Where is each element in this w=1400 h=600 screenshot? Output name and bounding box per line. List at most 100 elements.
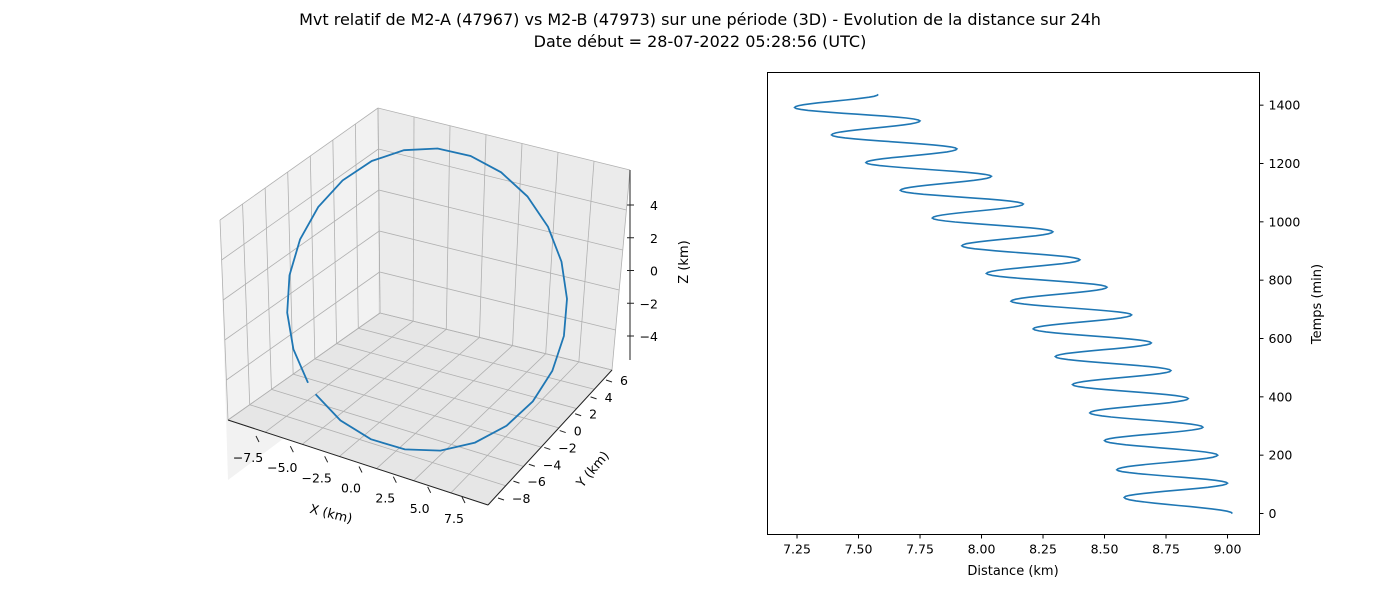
floor-grid-line bbox=[413, 353, 546, 482]
x-tick bbox=[289, 445, 294, 453]
z-axis-label: Z (km) bbox=[677, 240, 692, 283]
floor-grid-line bbox=[358, 327, 595, 390]
y-tick-label: 600 bbox=[1269, 331, 1293, 346]
floor-grid-line bbox=[336, 343, 577, 409]
floor-grid-line bbox=[249, 404, 506, 487]
y-tick bbox=[590, 396, 597, 400]
x-tick bbox=[324, 456, 329, 463]
wall-grid-line bbox=[309, 155, 316, 359]
y-tick-label: 1000 bbox=[1269, 214, 1301, 229]
wall-grid-line bbox=[355, 123, 359, 329]
floor-grid-line bbox=[302, 328, 447, 445]
z-tick-label: −2 bbox=[640, 296, 658, 311]
wall-grid-line bbox=[222, 189, 380, 301]
orbit-3d-chart: −7.5−5.0−2.50.02.55.07.5−8−6−4−20246−4−2… bbox=[219, 107, 692, 527]
wall-grid-line bbox=[379, 312, 613, 371]
x-tick-label: 7.5 bbox=[444, 511, 464, 526]
y-tick-label: −6 bbox=[527, 474, 545, 489]
wall-grid-line bbox=[512, 143, 523, 346]
wall-grid-line bbox=[219, 219, 229, 421]
x-tick-label: −5.0 bbox=[267, 460, 297, 475]
z-tick-label: −4 bbox=[640, 329, 658, 344]
x-tick-label: 5.0 bbox=[410, 501, 430, 516]
y-tick-label: −8 bbox=[512, 491, 530, 506]
wall-grid-line bbox=[226, 271, 380, 381]
x-tick-label: 8.25 bbox=[1029, 542, 1057, 557]
y-tick bbox=[559, 430, 566, 434]
y-axis-label: Y (km) bbox=[573, 449, 612, 492]
x-tick-label: 9.00 bbox=[1214, 542, 1242, 557]
wall-grid-line bbox=[332, 139, 337, 344]
wall-grid-line bbox=[379, 271, 616, 331]
wall-grid-line bbox=[378, 189, 623, 251]
pane-floor bbox=[228, 313, 612, 505]
wall-grid-line bbox=[219, 107, 379, 221]
distance-line bbox=[793, 93, 1233, 515]
wall-grid-line bbox=[242, 203, 251, 405]
y-tick-label: 400 bbox=[1269, 389, 1293, 404]
x-tick bbox=[461, 496, 466, 504]
x-tick-label: 7.75 bbox=[906, 542, 934, 557]
y-tick-label: 1200 bbox=[1269, 156, 1301, 171]
x-tick-label: −2.5 bbox=[301, 470, 331, 485]
z-tick-label: 0 bbox=[650, 264, 658, 279]
x-tick bbox=[427, 486, 432, 494]
x-axis-ticks: 7.25 7.50 7.75 8.00 8.25 8.50 8.75 9.00 bbox=[783, 534, 1242, 557]
wall-grid-line bbox=[377, 107, 381, 314]
floor-grid-line bbox=[339, 337, 480, 457]
y-tick bbox=[513, 480, 520, 484]
x-tick-label: −7.5 bbox=[233, 450, 263, 465]
y-axis-label: Temps (min) bbox=[1310, 264, 1325, 345]
y-tick bbox=[528, 463, 536, 467]
wall-grid-line bbox=[611, 169, 631, 371]
floor-grid-line bbox=[293, 373, 542, 448]
x-tick bbox=[255, 435, 260, 443]
wall-grid-line bbox=[412, 116, 415, 322]
y-tick-label: −4 bbox=[543, 457, 561, 472]
chart-subtitle: Date début = 28-07-2022 05:28:56 (UTC) bbox=[533, 32, 867, 51]
x-tick-label: 7.25 bbox=[783, 542, 811, 557]
x-tick-label: 7.50 bbox=[845, 542, 873, 557]
wall-grid-line bbox=[224, 230, 380, 341]
y-tick-label: 0 bbox=[1269, 506, 1277, 521]
wall-grid-line bbox=[445, 125, 451, 330]
y-tick bbox=[605, 379, 613, 383]
x-tick-label: 8.75 bbox=[1152, 542, 1180, 557]
wall-grid-line bbox=[377, 107, 631, 171]
x-axis-label: Distance (km) bbox=[967, 564, 1058, 579]
y-tick-label: 6 bbox=[620, 373, 628, 388]
y-tick-label: 2 bbox=[589, 407, 597, 422]
x-tick-label: 0.0 bbox=[341, 481, 361, 496]
wall-grid-line bbox=[227, 312, 381, 421]
wall-grid-line bbox=[578, 161, 595, 362]
x-tick-label: 2.5 bbox=[375, 491, 395, 506]
y-tick-label: 0 bbox=[574, 424, 582, 439]
y-tick bbox=[497, 497, 505, 501]
y-tick-label: 4 bbox=[605, 390, 613, 405]
floor-grid-line bbox=[314, 358, 559, 429]
x-tick-label: 8.00 bbox=[968, 542, 996, 557]
wall-grid-line bbox=[264, 187, 272, 390]
x-axis-label: X (km) bbox=[308, 502, 354, 527]
floor-grid-line bbox=[271, 389, 524, 467]
y-tick bbox=[574, 413, 582, 417]
wall-grid-line bbox=[379, 230, 620, 291]
axes-3d: −7.5−5.0−2.50.02.55.07.5−8−6−4−20246−4−2… bbox=[227, 170, 658, 526]
chart-title: Mvt relatif de M2-A (47967) vs M2-B (479… bbox=[299, 10, 1101, 29]
x-axis-line bbox=[227, 419, 489, 506]
y-axis-line bbox=[487, 369, 613, 506]
plot-frame bbox=[767, 72, 1260, 535]
floor-grid-line bbox=[450, 361, 580, 494]
wall-grid-line bbox=[545, 152, 559, 354]
y-tick-label: −2 bbox=[558, 440, 576, 455]
wall-grid-line bbox=[221, 148, 379, 261]
y-tick bbox=[544, 446, 551, 450]
floor-grid-line bbox=[264, 320, 414, 433]
y-tick-label: 200 bbox=[1269, 448, 1293, 463]
wall-grid-line bbox=[378, 148, 627, 211]
y-axis-ticks: 0 200 400 600 800 1000 1200 1400 bbox=[1259, 98, 1301, 521]
z-tick-label: 4 bbox=[650, 198, 658, 213]
y-tick-label: 1400 bbox=[1269, 98, 1301, 113]
wall-grid-line bbox=[479, 134, 487, 338]
x-tick-label: 8.50 bbox=[1091, 542, 1119, 557]
